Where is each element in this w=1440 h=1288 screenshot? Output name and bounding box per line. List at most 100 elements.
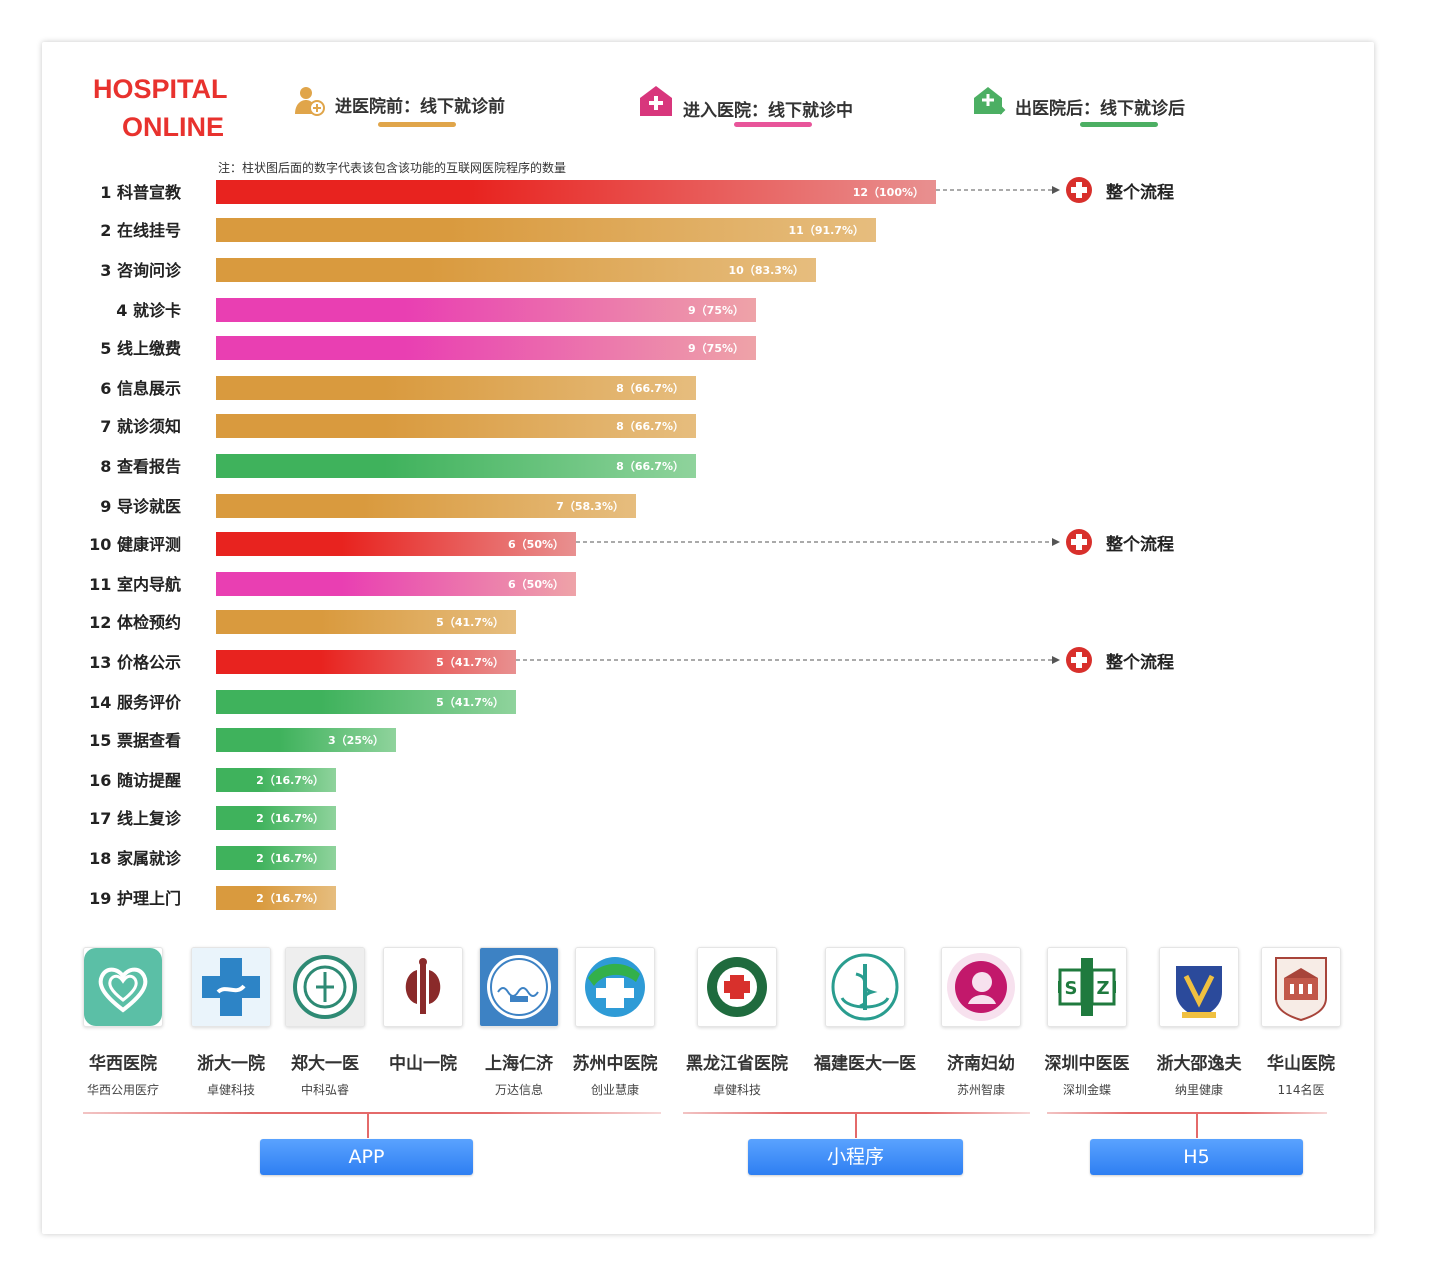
medical-cross-icon: [1066, 529, 1092, 555]
vendor-name: 万达信息: [494, 1083, 544, 1097]
bar-category-label: 5 线上缴费: [100, 339, 181, 358]
h5-bracket-tick: [1196, 1112, 1198, 1138]
bar-value-label: 11（91.7%）: [789, 224, 864, 237]
svg-text:Z: Z: [1096, 978, 1109, 999]
bar-category-label: 12 体检预约: [89, 613, 181, 632]
bar-value-label: 9（75%）: [688, 304, 744, 317]
bar-category-label: 15 票据查看: [89, 731, 181, 750]
hospital-name: 深圳中医医: [1044, 1054, 1130, 1074]
medical-cross-icon: [1066, 177, 1092, 203]
bar-category-label: 14 服务评价: [89, 693, 182, 712]
legend-after-label: 出医院后：线下就诊后: [1015, 99, 1185, 119]
bar: [216, 806, 336, 830]
bar-value-label: 8（66.7%）: [616, 382, 684, 395]
app-bracket-tick: [367, 1112, 369, 1138]
annotation-label: 整个流程: [1106, 182, 1174, 203]
bar: [216, 768, 336, 792]
chart-note: 注：柱状图后面的数字代表该包含该功能的互联网医院程序的数量: [218, 161, 567, 175]
brand-title: HOSPITAL ONLINE: [93, 70, 253, 146]
bar-category-label: 1 科普宣教: [100, 183, 182, 202]
category-h5: H5: [1090, 1139, 1303, 1175]
category-miniprogram: 小程序: [748, 1139, 963, 1175]
heart-logo-icon: [83, 947, 163, 1027]
bar-category-label: 16 随访提醒: [89, 771, 181, 790]
hospital-name: 福建医大一医: [814, 1054, 916, 1074]
bar-category-label: 8 查看报告: [100, 457, 181, 476]
bar-value-label: 2（16.7%）: [256, 852, 324, 865]
bar-category-label: 18 家属就诊: [89, 849, 182, 868]
legend-after-underline: [1080, 122, 1158, 127]
bar-value-label: 2（16.7%）: [256, 892, 324, 905]
bar-value-label: 5（41.7%）: [436, 656, 504, 669]
brand-line-2: ONLINE: [121, 112, 224, 142]
category-app: APP: [260, 1139, 473, 1175]
vendor-name: 114名医: [1277, 1083, 1325, 1097]
app-bracket-line: [83, 1112, 661, 1114]
green-seal-logo-icon: [285, 947, 365, 1027]
bar-category-label: 2 在线挂号: [100, 221, 181, 240]
vendor-name: 卓健科技: [712, 1083, 762, 1097]
bar: [216, 454, 696, 478]
vendor-name: 纳里健康: [1174, 1083, 1224, 1097]
bar-value-label: 5（41.7%）: [436, 616, 504, 629]
medical-cross-icon: [1066, 647, 1092, 673]
bar: [216, 376, 696, 400]
hospital-name: 黑龙江省医院: [686, 1054, 788, 1074]
h5-bracket-line: [1047, 1112, 1327, 1114]
bar: [216, 610, 516, 634]
miniprogram-bracket-tick: [855, 1112, 857, 1138]
bar-value-label: 3（25%）: [328, 734, 384, 747]
hospital-icon: [640, 86, 672, 116]
bar-category-label: 9 导诊就医: [100, 497, 181, 516]
legend-during-label: 进入医院：线下就诊中: [683, 101, 853, 121]
vendor-name: 华西公用医疗: [86, 1083, 160, 1097]
bar-value-label: 8（66.7%）: [616, 460, 684, 473]
vendor-name: 创业慧康: [590, 1083, 640, 1097]
bar: [216, 180, 936, 204]
bar-category-label: 4 就诊卡: [116, 301, 181, 320]
suzhou-logo-icon: [575, 947, 655, 1027]
zhong-logo-icon: [383, 947, 463, 1027]
bar-value-label: 2（16.7%）: [256, 774, 324, 787]
bar: [216, 414, 696, 438]
bar-value-label: 6（50%）: [508, 578, 564, 591]
bar: [216, 532, 576, 556]
bar-value-label: 5（41.7%）: [436, 696, 504, 709]
bar: [216, 298, 756, 322]
shaoyifu-logo-icon: [1159, 947, 1239, 1027]
bar: [216, 572, 576, 596]
bar: [216, 846, 336, 870]
bar: [216, 728, 396, 752]
hospital-name: 郑大一医: [291, 1054, 359, 1074]
bar-value-label: 7（58.3%）: [556, 500, 624, 513]
bar-chart: 1 科普宣教 12（100%） 整个流程 2 在线挂号 11（91.7%） 3 咨询问诊 1…: [89, 177, 1174, 910]
hospital-name: 上海仁济: [485, 1054, 553, 1074]
bar-category-label: 11 室内导航: [89, 575, 181, 594]
blue-cross-logo-icon: [191, 947, 271, 1027]
bar: [216, 690, 516, 714]
jinan-logo-icon: [941, 947, 1021, 1027]
hospital-name: 浙大邵逸夫: [1156, 1054, 1242, 1074]
bar: [216, 218, 876, 242]
hospital-name: 济南妇幼: [947, 1054, 1015, 1074]
hospital-name: 华山医院: [1267, 1054, 1335, 1074]
bar-value-label: 8（66.7%）: [616, 420, 684, 433]
svg-text:S: S: [1065, 978, 1078, 999]
fujian-logo-icon: [825, 947, 905, 1027]
vendor-name: 卓健科技: [206, 1083, 256, 1097]
annotation-label: 整个流程: [1106, 652, 1174, 673]
bar-value-label: 2（16.7%）: [256, 812, 324, 825]
brand-line-1: HOSPITAL: [93, 74, 228, 104]
bar-category-label: 17 线上复诊: [89, 809, 182, 828]
bar-value-label: 12（100%）: [853, 186, 924, 199]
bar: [216, 258, 816, 282]
vendor-name: 中科弘睿: [300, 1083, 350, 1097]
vendor-name: 深圳金蝶: [1062, 1083, 1112, 1097]
legend-before-label: 进医院前：线下就诊前: [335, 97, 505, 117]
hospital-name: 华西医院: [89, 1054, 157, 1074]
bar-value-label: 6（50%）: [508, 538, 564, 551]
bar-value-label: 10（83.3%）: [729, 264, 804, 277]
hospital-name: 中山一院: [389, 1054, 457, 1074]
annotation-label: 整个流程: [1106, 534, 1174, 555]
